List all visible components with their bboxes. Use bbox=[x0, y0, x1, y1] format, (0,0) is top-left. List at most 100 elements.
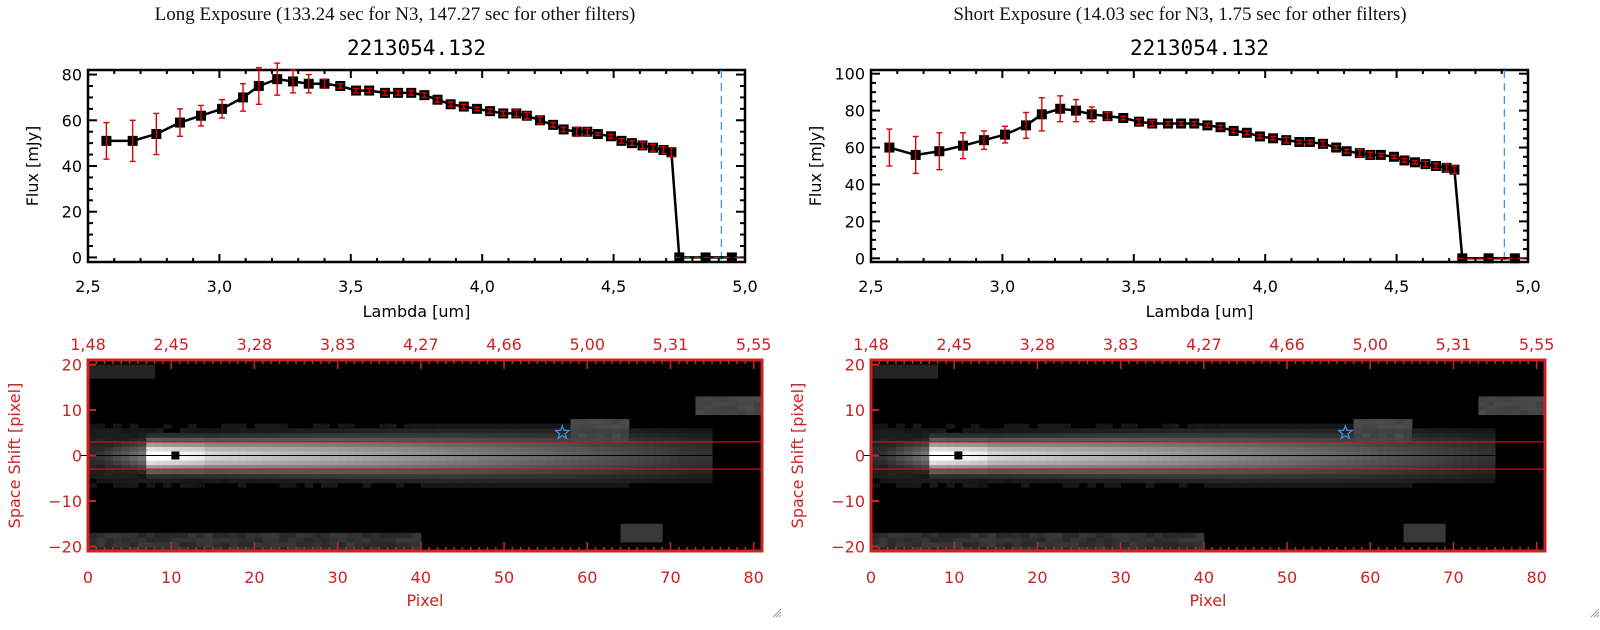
image-pixel bbox=[529, 450, 538, 456]
image-pixel bbox=[287, 537, 297, 543]
image-pixel bbox=[1403, 464, 1413, 470]
image-pixel bbox=[879, 469, 889, 475]
image-pixel bbox=[196, 478, 205, 484]
image-pixel bbox=[221, 437, 230, 443]
image-pixel bbox=[104, 364, 114, 370]
resize-grip-icon[interactable] bbox=[1588, 606, 1600, 618]
image-pixel bbox=[1245, 437, 1255, 443]
image-pixel bbox=[1054, 446, 1063, 452]
image-pixel bbox=[1453, 455, 1463, 461]
image-pixel bbox=[1103, 541, 1113, 547]
image-pixel bbox=[212, 532, 222, 538]
image-pixel bbox=[670, 428, 680, 434]
image-pixel bbox=[254, 464, 264, 470]
y-tick-label: 60 bbox=[62, 111, 82, 130]
image-pixel bbox=[146, 546, 156, 552]
image-pixel bbox=[1070, 441, 1080, 447]
resize-grip-icon[interactable] bbox=[770, 606, 782, 618]
image-pixel bbox=[1536, 400, 1546, 406]
image-pixel bbox=[904, 541, 914, 547]
image-pixel bbox=[537, 469, 547, 475]
image-pixel bbox=[962, 469, 972, 475]
image-pixel bbox=[570, 464, 580, 470]
image-pixel bbox=[1029, 464, 1038, 470]
image-pixel bbox=[1220, 455, 1230, 461]
image-pixel bbox=[1386, 478, 1396, 484]
image-pixel bbox=[1420, 432, 1430, 438]
image-pixel bbox=[137, 364, 147, 370]
image-pixel bbox=[662, 473, 671, 479]
image-pixel bbox=[687, 446, 696, 452]
image-pixel bbox=[1128, 441, 1138, 447]
image-pixel bbox=[537, 428, 547, 434]
image-pixel bbox=[1137, 546, 1147, 552]
image-pixel bbox=[112, 432, 122, 438]
image-pixel bbox=[237, 423, 247, 429]
image-pixel bbox=[595, 432, 605, 438]
image-pixel bbox=[437, 464, 447, 470]
image-pixel bbox=[1120, 464, 1130, 470]
image-pixel bbox=[1287, 473, 1296, 479]
image-pixel bbox=[1020, 446, 1030, 452]
image-pixel bbox=[1353, 423, 1363, 429]
image-pixels bbox=[88, 364, 763, 552]
image-pixel bbox=[1062, 464, 1072, 470]
image-pixel bbox=[362, 532, 372, 538]
image-pixel bbox=[1020, 441, 1030, 447]
image-pixel bbox=[1303, 450, 1313, 456]
image-pixel bbox=[437, 460, 447, 466]
image-pixel bbox=[1445, 469, 1454, 475]
image-pixel bbox=[1203, 455, 1213, 461]
image-pixel bbox=[1395, 455, 1405, 461]
image-pixel bbox=[553, 460, 563, 466]
image-pixel bbox=[1112, 460, 1122, 466]
image-pixel bbox=[1178, 532, 1188, 538]
image-pixel bbox=[296, 428, 305, 434]
image-pixel bbox=[520, 446, 530, 452]
image-pixel bbox=[1162, 455, 1172, 461]
image-pixel bbox=[1328, 464, 1338, 470]
image-pixel bbox=[1178, 432, 1188, 438]
image-pixel bbox=[395, 482, 405, 488]
image-pixel bbox=[329, 446, 339, 452]
image-pixel bbox=[1037, 537, 1047, 543]
image-pixel bbox=[1062, 423, 1072, 429]
image-pixel bbox=[954, 460, 964, 466]
image-pixel bbox=[1503, 405, 1513, 411]
image-pixel bbox=[470, 460, 480, 466]
image-pixel bbox=[179, 446, 189, 452]
image-pixel bbox=[1095, 469, 1105, 475]
image-pixel bbox=[912, 546, 922, 552]
image-pixel bbox=[553, 469, 563, 475]
image-pixel bbox=[1303, 464, 1313, 470]
image-pixel bbox=[104, 537, 114, 543]
image-pixel bbox=[1004, 473, 1013, 479]
image-pixel bbox=[1170, 441, 1180, 447]
x-tick-label: 3,0 bbox=[207, 277, 232, 296]
image-pixel bbox=[678, 450, 688, 456]
short-exposure-title: Short Exposure (14.03 sec for N3, 1.75 s… bbox=[953, 4, 1407, 25]
image-pixel bbox=[1278, 446, 1288, 452]
image-pixel bbox=[1153, 532, 1163, 538]
image-pixel bbox=[121, 464, 131, 470]
image-pixel bbox=[1145, 478, 1155, 484]
image-pixel bbox=[96, 446, 106, 452]
image-pixel bbox=[1070, 537, 1080, 543]
image-pixel bbox=[1420, 437, 1430, 443]
image-pixel bbox=[229, 450, 239, 456]
image-pixel bbox=[620, 464, 630, 470]
image-pixel bbox=[987, 450, 997, 456]
image-pixel bbox=[1453, 478, 1463, 484]
image-pixel bbox=[237, 469, 247, 475]
image-pixel bbox=[637, 537, 647, 543]
image-pixel bbox=[1112, 546, 1122, 552]
image-pixel bbox=[1004, 428, 1013, 434]
image-pixel bbox=[1328, 423, 1338, 429]
image-pixel bbox=[212, 450, 222, 456]
image-pixel bbox=[420, 428, 430, 434]
image-pixel bbox=[895, 450, 905, 456]
image-pixel bbox=[1103, 546, 1113, 552]
image-pixel bbox=[1128, 532, 1138, 538]
image-pixel bbox=[653, 473, 663, 479]
image-pixel bbox=[887, 464, 897, 470]
